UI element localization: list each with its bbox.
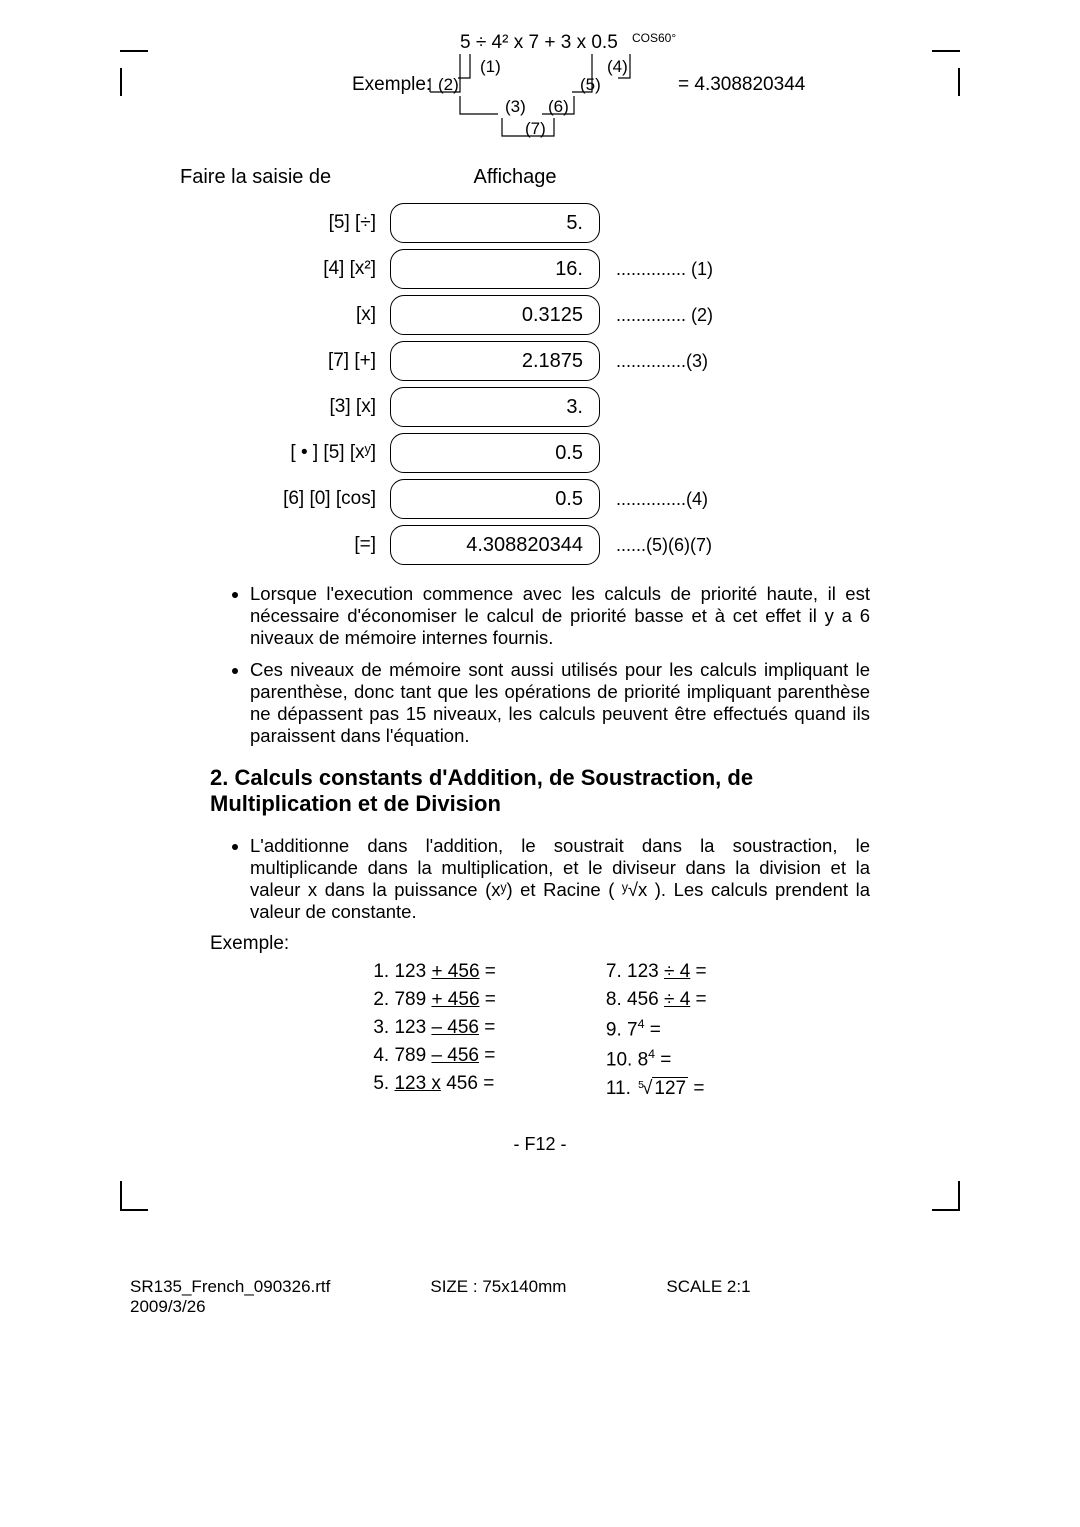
display-cell: 16. — [390, 249, 600, 289]
note-cell: .............. (2) — [600, 305, 713, 326]
example-label: Exemple: — [210, 933, 870, 955]
note-cell: ..............(3) — [600, 351, 708, 372]
footer-size: SIZE : 75x140mm — [430, 1277, 566, 1317]
example-line: 7. 123 ÷ 4 = — [606, 961, 707, 983]
table-row: [7] [+]2.1875..............(3) — [180, 341, 900, 381]
keystroke-cell: [=] — [180, 534, 390, 556]
table-row: [=]4.308820344......(5)(6)(7) — [180, 525, 900, 565]
display-cell: 2.1875 — [390, 341, 600, 381]
display-cell: 0.3125 — [390, 295, 600, 335]
expression-diagram: 5 ÷ 4² x 7 + 3 x 0.5 COS60° (1) (4) (5) … — [330, 30, 750, 166]
note-item: Ces niveaux de mémoire sont aussi utilis… — [250, 659, 870, 747]
svg-text:Exemple:: Exemple: — [352, 74, 431, 95]
note-cell: ..............(4) — [600, 489, 708, 510]
keystroke-cell: [x] — [180, 304, 390, 326]
crop-mark — [932, 50, 960, 96]
crop-mark — [120, 50, 148, 96]
display-cell: 0.5 — [390, 479, 600, 519]
keystroke-cell: [6] [0] [cos] — [180, 488, 390, 510]
table-head-left: Faire la saisie de — [180, 166, 430, 189]
table-head-right: Affichage — [430, 166, 600, 189]
display-cell: 4.308820344 — [390, 525, 600, 565]
note-item: Lorsque l'execution commence avec les ca… — [250, 583, 870, 649]
footer: SR135_French_090326.rtf 2009/3/26 SIZE :… — [130, 1277, 751, 1317]
keystroke-cell: [ • ] [5] [xʸ] — [180, 442, 390, 464]
crop-mark — [932, 1181, 960, 1227]
expr-text: 5 ÷ 4² x 7 + 3 x 0.5 — [460, 32, 618, 53]
table-row: [4] [x²]16............... (1) — [180, 249, 900, 289]
svg-text:(4): (4) — [607, 57, 628, 76]
section-bullet: L'additionne dans l'addition, le soustra… — [250, 835, 870, 923]
note-cell: ......(5)(6)(7) — [600, 535, 712, 556]
table-header: Faire la saisie de Affichage — [180, 166, 900, 189]
footer-date: 2009/3/26 — [130, 1297, 330, 1317]
example-line: 4. 789 – 456 = — [373, 1045, 496, 1067]
example-line: 1. 123 + 456 = — [373, 961, 496, 983]
note-cell: .............. (1) — [600, 259, 713, 280]
table-row: [6] [0] [cos]0.5..............(4) — [180, 479, 900, 519]
svg-text:(3): (3) — [505, 97, 526, 116]
example-line: 9. 74 = — [606, 1017, 707, 1041]
example-line: 2. 789 + 456 = — [373, 989, 496, 1011]
examples-table: 1. 123 + 456 = 2. 789 + 456 = 3. 123 – 456… — [180, 961, 900, 1106]
keystroke-cell: [7] [+] — [180, 350, 390, 372]
table-row: [3] [x]3. — [180, 387, 900, 427]
keystroke-cell: [3] [x] — [180, 396, 390, 418]
keystroke-cell: [5] [÷] — [180, 212, 390, 234]
notes-list: Lorsque l'execution commence avec les ca… — [210, 583, 870, 747]
display-table: [5] [÷]5.[4] [x²]16............... (1)[x… — [180, 203, 900, 565]
section-title: 2. Calculs constants d'Addition, de Sous… — [210, 765, 870, 817]
svg-text:(6): (6) — [548, 97, 569, 116]
svg-text:(7): (7) — [525, 119, 546, 138]
display-cell: 0.5 — [390, 433, 600, 473]
display-cell: 5. — [390, 203, 600, 243]
svg-text:(1): (1) — [480, 57, 501, 76]
example-line: 11. 5√127 = — [606, 1078, 707, 1100]
page-number: - F12 - — [180, 1134, 900, 1155]
svg-text:(2): (2) — [438, 75, 459, 94]
section-bullet-list: L'additionne dans l'addition, le soustra… — [210, 835, 870, 923]
crop-mark — [120, 1181, 148, 1227]
table-row: [5] [÷]5. — [180, 203, 900, 243]
table-row: [ • ] [5] [xʸ]0.5 — [180, 433, 900, 473]
expression-svg: 5 ÷ 4² x 7 + 3 x 0.5 COS60° (1) (4) (5) … — [330, 30, 830, 160]
display-cell: 3. — [390, 387, 600, 427]
svg-text:(5): (5) — [580, 75, 601, 94]
example-line: 10. 84 = — [606, 1047, 707, 1071]
example-line: 5. 123 x 456 = — [373, 1073, 496, 1095]
footer-scale: SCALE 2:1 — [666, 1277, 750, 1317]
footer-file: SR135_French_090326.rtf — [130, 1277, 330, 1297]
example-line: 3. 123 – 456 = — [373, 1017, 496, 1039]
table-row: [x]0.3125.............. (2) — [180, 295, 900, 335]
expr-sup: COS60° — [632, 31, 676, 45]
example-line: 8. 456 ÷ 4 = — [606, 989, 707, 1011]
keystroke-cell: [4] [x²] — [180, 258, 390, 280]
svg-text:= 4.308820344: = 4.308820344 — [678, 74, 806, 95]
